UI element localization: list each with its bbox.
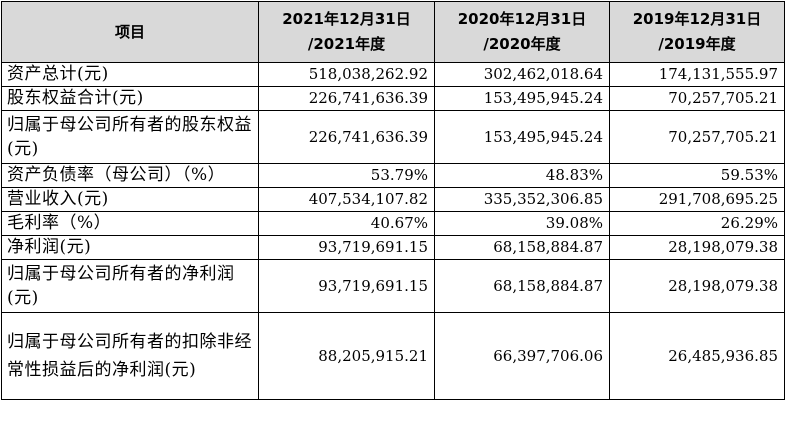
value-2019: 28,198,079.38 [609,259,785,313]
value-2020: 48.83% [434,163,610,188]
table-row: 营业收入(元) 407,534,107.82 335,352,306.85 29… [1,187,785,212]
value-2019: 26.29% [609,211,785,236]
value-2021: 407,534,107.82 [258,187,435,212]
value-2021: 93,719,691.15 [258,259,435,313]
value-2019: 59.53% [609,163,785,188]
table-row: 归属于母公司所有者的净利润(元) 93,719,691.15 68,158,88… [1,259,785,313]
table-row: 资产负债率（母公司）（%） 53.79% 48.83% 59.53% [1,163,785,188]
value-2021: 226,741,636.39 [258,110,435,164]
value-2019: 26,485,936.85 [609,312,785,400]
row-label: 毛利率（%） [1,211,259,236]
header-row: 项目 2021年12月31日 /2021年度 2020年12月31日 /2020… [1,1,785,63]
value-2019: 291,708,695.25 [609,187,785,212]
header-2019: 2019年12月31日 /2019年度 [609,1,785,63]
row-label: 归属于母公司所有者的扣除非经常性损益后的净利润(元) [1,312,259,400]
value-2021: 88,205,915.21 [258,312,435,400]
value-2021: 40.67% [258,211,435,236]
table-row: 毛利率（%） 40.67% 39.08% 26.29% [1,211,785,236]
value-2020: 66,397,706.06 [434,312,610,400]
value-2021: 518,038,262.92 [258,62,435,87]
value-2020: 68,158,884.87 [434,235,610,260]
value-2020: 68,158,884.87 [434,259,610,313]
value-2021: 226,741,636.39 [258,86,435,111]
value-2019: 28,198,079.38 [609,235,785,260]
table-row: 资产总计(元) 518,038,262.92 302,462,018.64 17… [1,62,785,87]
row-label: 归属于母公司所有者的股东权益(元) [1,110,259,164]
value-2021: 93,719,691.15 [258,235,435,260]
value-2020: 39.08% [434,211,610,236]
table-row: 归属于母公司所有者的扣除非经常性损益后的净利润(元) 88,205,915.21… [1,312,785,400]
row-label: 净利润(元) [1,235,259,260]
row-label: 股东权益合计(元) [1,86,259,111]
table-row: 归属于母公司所有者的股东权益(元) 226,741,636.39 153,495… [1,110,785,164]
table-row: 净利润(元) 93,719,691.15 68,158,884.87 28,19… [1,235,785,260]
row-label: 归属于母公司所有者的净利润(元) [1,259,259,313]
table-row: 股东权益合计(元) 226,741,636.39 153,495,945.24 … [1,86,785,111]
header-2021: 2021年12月31日 /2021年度 [258,1,435,63]
header-2020: 2020年12月31日 /2020年度 [434,1,610,63]
value-2019: 174,131,555.97 [609,62,785,87]
value-2020: 153,495,945.24 [434,86,610,111]
row-label: 资产总计(元) [1,62,259,87]
row-label: 营业收入(元) [1,187,259,212]
value-2020: 153,495,945.24 [434,110,610,164]
value-2019: 70,257,705.21 [609,110,785,164]
row-label: 资产负债率（母公司）（%） [1,163,259,188]
value-2020: 302,462,018.64 [434,62,610,87]
header-item: 项目 [1,1,259,63]
value-2019: 70,257,705.21 [609,86,785,111]
value-2020: 335,352,306.85 [434,187,610,212]
financial-summary-table: 项目 2021年12月31日 /2021年度 2020年12月31日 /2020… [1,1,785,400]
value-2021: 53.79% [258,163,435,188]
